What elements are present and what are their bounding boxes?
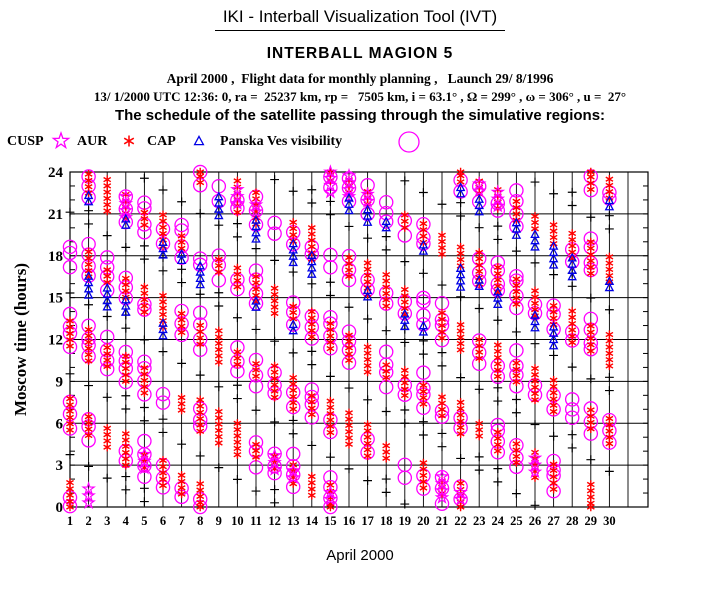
svg-text:23: 23: [473, 514, 486, 528]
svg-text:24: 24: [48, 165, 64, 181]
month-caption: April 2000: [326, 547, 394, 564]
svg-text:10: 10: [231, 514, 244, 528]
satellite-title: INTERBALL MAGION 5: [266, 45, 454, 62]
svg-text:21: 21: [48, 207, 63, 223]
svg-text:27: 27: [547, 514, 560, 528]
svg-text:0: 0: [56, 500, 64, 516]
svg-text:17: 17: [361, 514, 374, 528]
svg-text:9: 9: [56, 374, 64, 390]
svg-text:Moscow time (hours): Moscow time (hours): [11, 263, 30, 416]
svg-text:28: 28: [566, 514, 579, 528]
svg-text:6: 6: [160, 514, 166, 528]
svg-text:12: 12: [48, 333, 63, 349]
svg-text:24: 24: [492, 514, 505, 528]
svg-text:1: 1: [67, 514, 73, 528]
orbital-elements-line: 13/ 1/2000 UTC 12:36: 0, ra = 25237 km, …: [93, 89, 627, 104]
svg-text:19: 19: [399, 514, 412, 528]
plot-grid: [69, 171, 649, 508]
cap-triangle-icon: [193, 135, 205, 146]
legend-label-aur: AUR: [77, 134, 108, 149]
cusp-star-icon: [51, 131, 71, 150]
svg-text:7: 7: [178, 514, 184, 528]
svg-text:4: 4: [123, 514, 130, 528]
svg-text:29: 29: [585, 514, 598, 528]
svg-text:12: 12: [268, 514, 281, 528]
svg-text:13: 13: [287, 514, 300, 528]
svg-text:8: 8: [197, 514, 203, 528]
schedule-description: The schedule of the satellite passing th…: [114, 107, 606, 124]
svg-text:15: 15: [324, 514, 337, 528]
svg-text:16: 16: [343, 514, 356, 528]
legend-label-cap: CAP: [147, 134, 176, 149]
app-title: IKI - Interball Visualization Tool (IVT): [0, 7, 720, 31]
svg-text:18: 18: [380, 514, 393, 528]
svg-text:11: 11: [250, 514, 262, 528]
legend-label-cusp: CUSP: [7, 134, 44, 149]
aur-asterisk-icon: [123, 135, 135, 147]
svg-text:30: 30: [603, 514, 616, 528]
flight-data-subtitle: April 2000 , Flight data for monthly pla…: [166, 71, 554, 86]
svg-text:20: 20: [417, 514, 430, 528]
svg-text:26: 26: [529, 514, 542, 528]
svg-text:14: 14: [306, 514, 319, 528]
svg-text:2: 2: [85, 514, 91, 528]
svg-text:22: 22: [454, 514, 467, 528]
svg-text:3: 3: [104, 514, 110, 528]
legend-label-visibility: Panska Ves visibility: [220, 134, 343, 149]
svg-text:15: 15: [48, 291, 63, 307]
svg-text:6: 6: [56, 416, 64, 432]
legend: CUSP AUR CAP Panska Ves visibility: [0, 129, 720, 157]
svg-text:25: 25: [510, 514, 523, 528]
visibility-circle-icon: [398, 131, 420, 153]
svg-text:18: 18: [48, 249, 63, 265]
svg-text:9: 9: [216, 514, 222, 528]
svg-text:5: 5: [141, 514, 147, 528]
svg-text:3: 3: [56, 458, 64, 474]
svg-text:21: 21: [436, 514, 449, 528]
